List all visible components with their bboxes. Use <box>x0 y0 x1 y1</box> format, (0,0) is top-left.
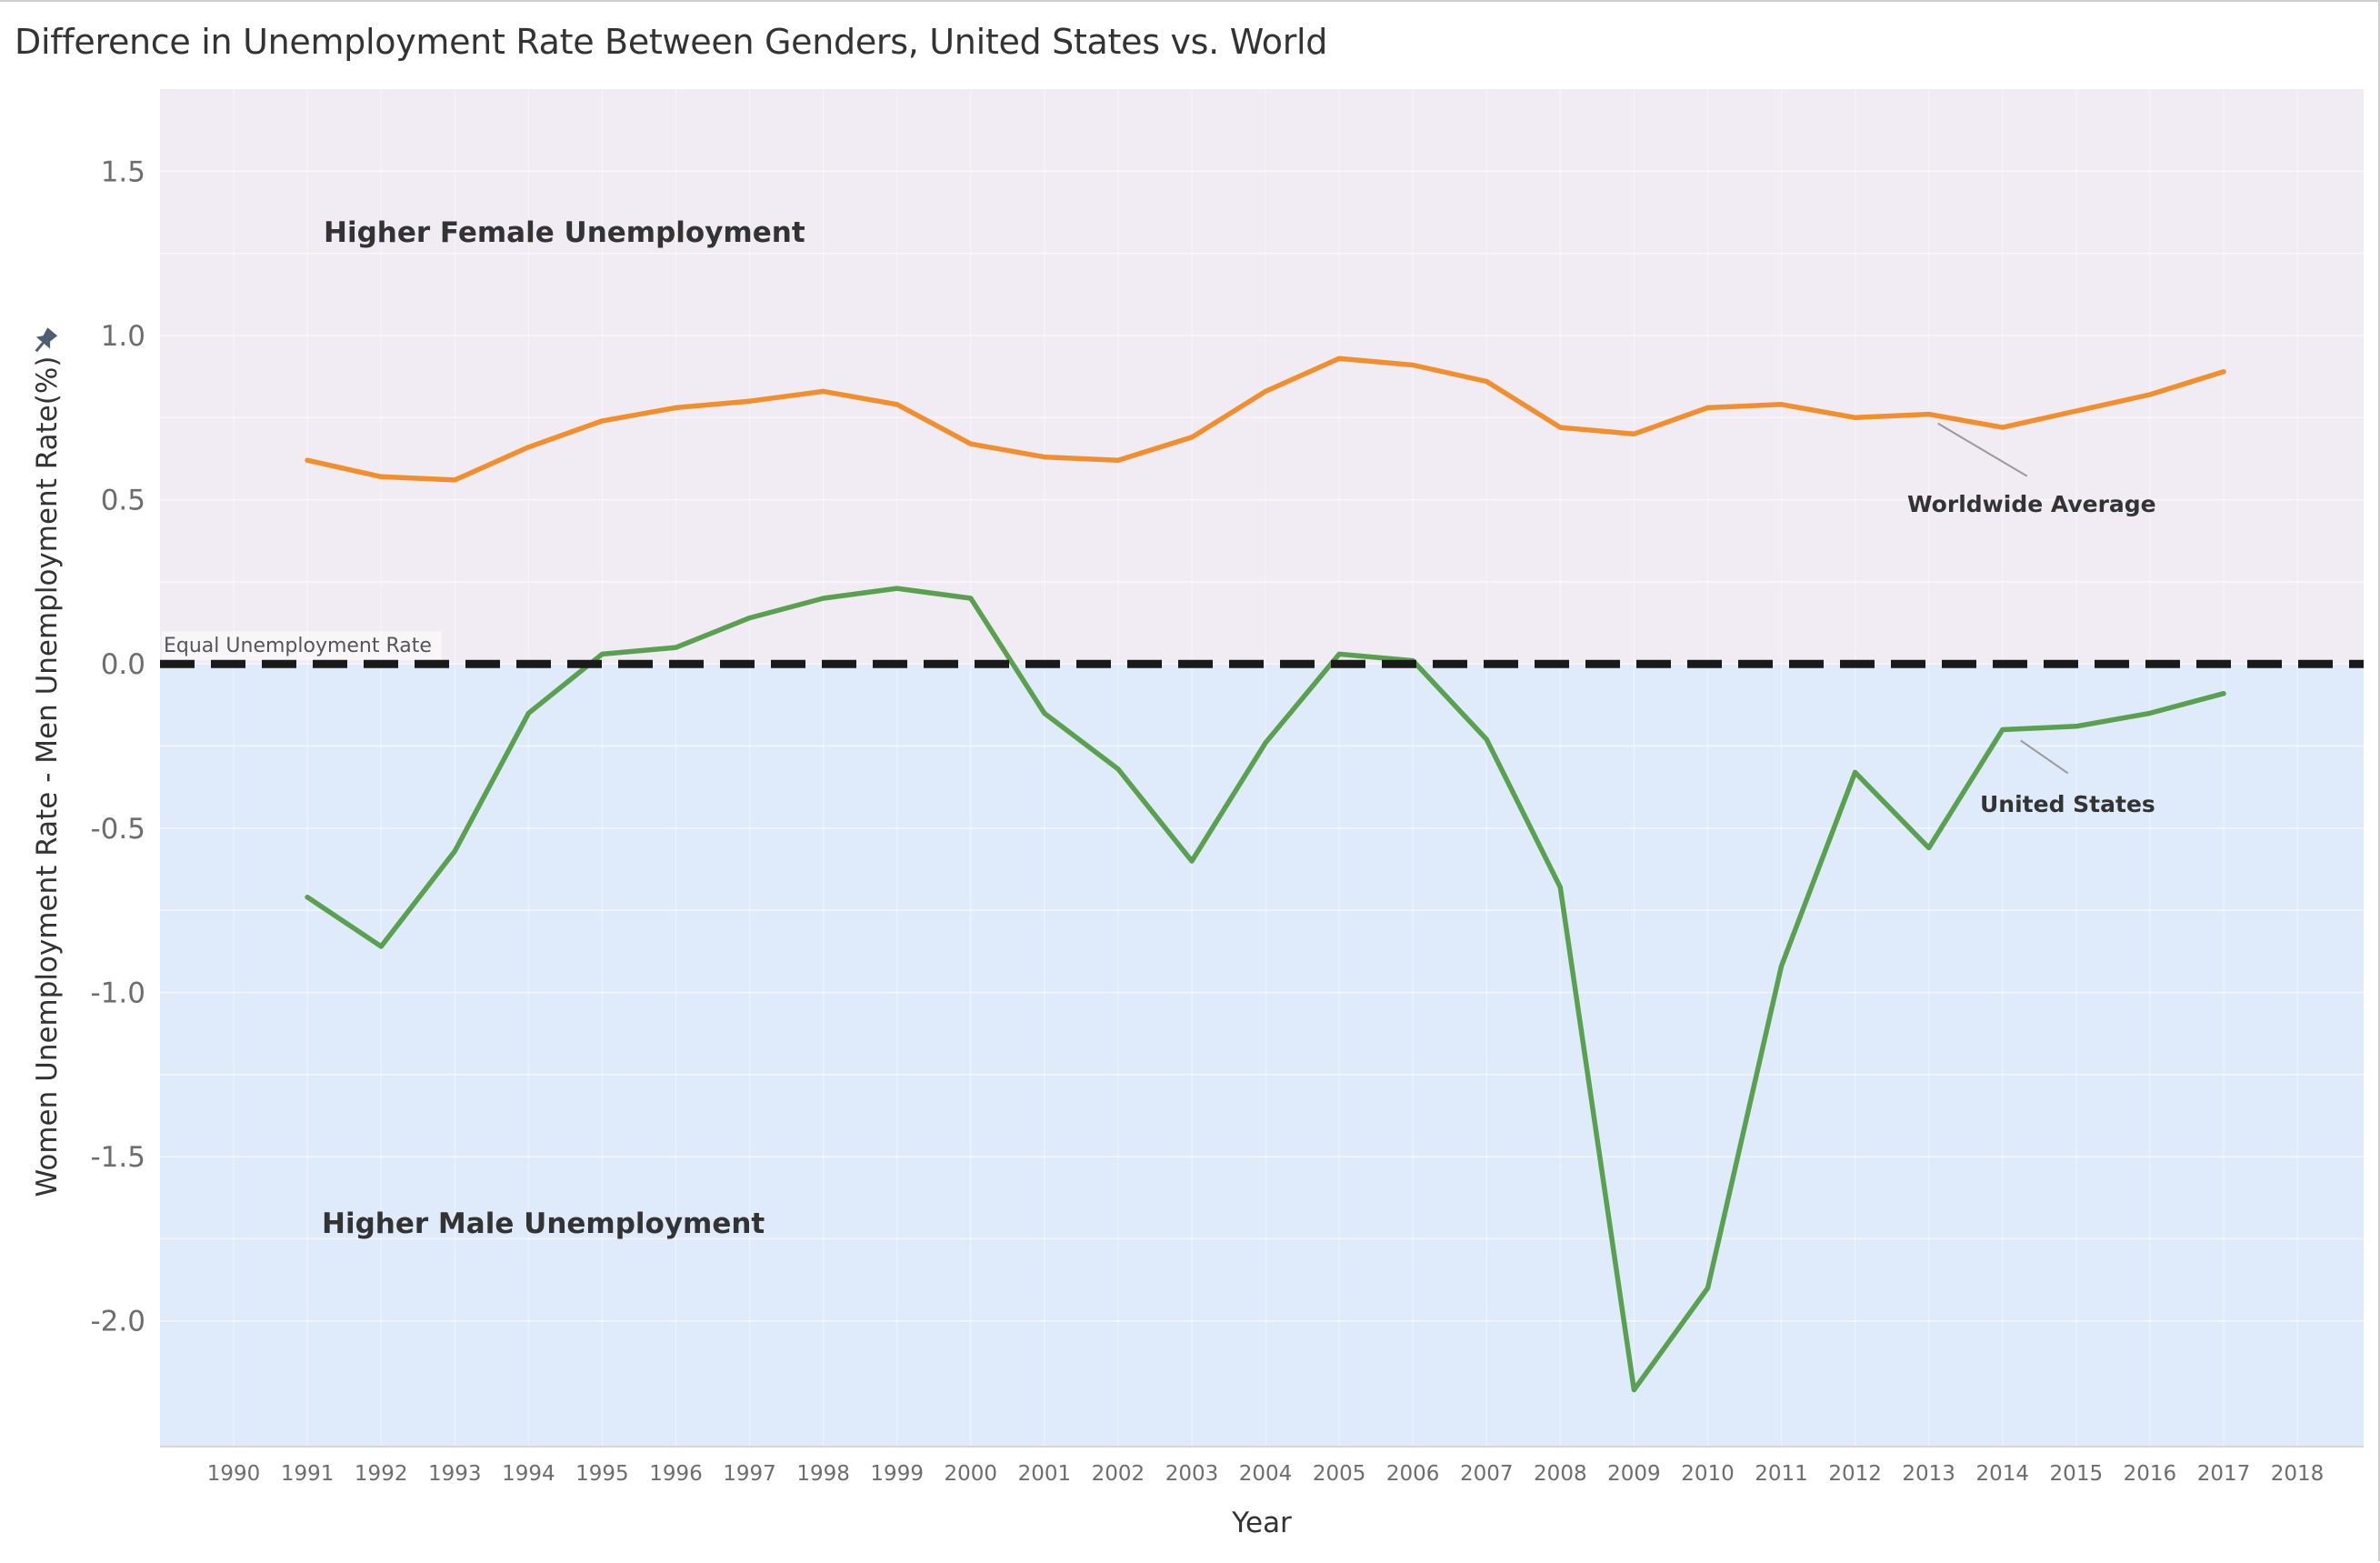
x-tick-label: 2013 <box>1902 1462 1955 1486</box>
leader-line-worldwide <box>1937 422 2028 477</box>
x-tick-label: 2001 <box>1018 1462 1072 1486</box>
reference-label-box <box>162 631 442 661</box>
region-label-male: Higher Male Unemployment <box>322 1207 765 1240</box>
x-tick-label: 2010 <box>1681 1462 1735 1486</box>
x-tick-label: 1999 <box>870 1462 924 1486</box>
x-tick-label: 2017 <box>2197 1462 2251 1486</box>
region-higher-female <box>160 89 2364 665</box>
series-label-worldwide-average: Worldwide Average <box>1907 491 2156 517</box>
x-tick-label: 1990 <box>207 1462 261 1486</box>
series-line-worldwide-average[interactable] <box>305 356 2226 483</box>
region-higher-male <box>160 664 2364 1446</box>
x-tick-label: 1998 <box>796 1462 850 1486</box>
x-tick-label: 1996 <box>649 1462 703 1486</box>
y-tick-label: -1.0 <box>91 977 146 1009</box>
x-tick-label: 2000 <box>944 1462 997 1486</box>
x-tick-label: 1992 <box>355 1462 408 1486</box>
x-tick-label: 1997 <box>723 1462 776 1486</box>
y-tick-label: 1.5 <box>101 155 145 188</box>
x-tick-label: 2006 <box>1386 1462 1440 1486</box>
x-tick-label: 2007 <box>1460 1462 1514 1486</box>
x-tick-label: 2008 <box>1534 1462 1587 1486</box>
series-label-united-states: United States <box>1980 791 2155 817</box>
x-tick-label: 2011 <box>1755 1462 1808 1486</box>
x-tick-label: 2004 <box>1239 1462 1293 1486</box>
y-tick-label: -1.5 <box>91 1141 146 1174</box>
y-axis-title: Women Unemployment Rate - Men Unemployme… <box>31 356 64 1197</box>
x-tick-label: 1993 <box>428 1462 482 1486</box>
pin-icon[interactable] <box>29 326 59 356</box>
x-axis-title: Year <box>1231 1507 1292 1539</box>
x-tick-label: 2002 <box>1092 1462 1145 1486</box>
x-tick-label: 2012 <box>1828 1462 1882 1486</box>
chart-title: Difference in Unemployment Rate Between … <box>15 22 1328 62</box>
series-line-united-states[interactable] <box>305 586 2226 1393</box>
y-tick-label: -2.0 <box>91 1306 146 1338</box>
x-tick-label: 2015 <box>2050 1462 2104 1486</box>
x-tick-label: 2009 <box>1607 1462 1661 1486</box>
x-tick-label: 2003 <box>1165 1462 1219 1486</box>
region-label-female: Higher Female Unemployment <box>324 216 805 249</box>
y-tick-label: -0.5 <box>91 813 146 846</box>
x-tick-label: 1994 <box>502 1462 555 1486</box>
x-tick-label: 1991 <box>281 1462 335 1486</box>
x-tick-label: 2016 <box>2124 1462 2177 1486</box>
x-tick-label: 2014 <box>1975 1462 2029 1486</box>
y-tick-label: 0.0 <box>101 648 145 681</box>
x-tick-label: 2018 <box>2271 1462 2325 1486</box>
x-tick-label: 2005 <box>1313 1462 1366 1486</box>
y-tick-label: 0.5 <box>101 485 145 517</box>
reference-line-label: Equal Unemployment Rate <box>164 635 432 657</box>
y-tick-label: 1.0 <box>101 320 145 353</box>
x-tick-label: 1995 <box>575 1462 629 1486</box>
leader-line-united-states <box>2020 739 2069 775</box>
